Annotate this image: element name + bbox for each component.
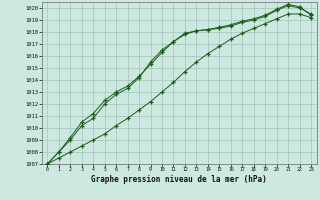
X-axis label: Graphe pression niveau de la mer (hPa): Graphe pression niveau de la mer (hPa): [91, 175, 267, 184]
